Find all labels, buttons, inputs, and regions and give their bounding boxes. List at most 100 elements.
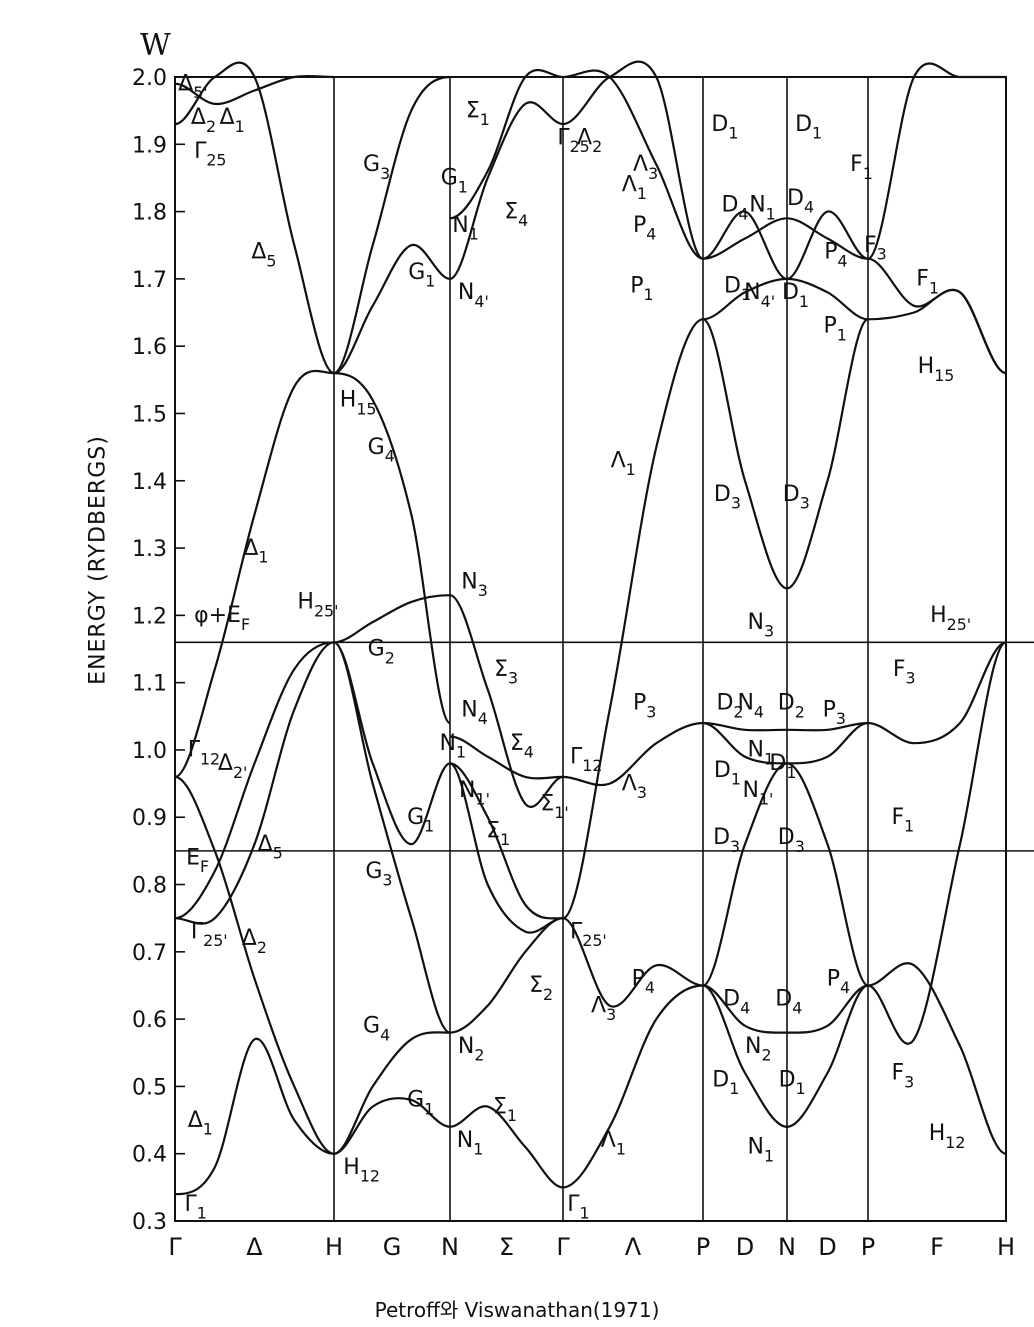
band-label: F3 xyxy=(893,657,916,688)
band-label: N1 xyxy=(452,213,479,244)
x-tick-label: H xyxy=(325,1233,343,1261)
band-label: Λ3 xyxy=(591,993,616,1024)
band-label: Λ1 xyxy=(611,448,636,479)
band-label: Λ1 xyxy=(622,172,647,203)
y-tick-label: 1.6 xyxy=(132,335,167,360)
band-label: Δ5 xyxy=(251,240,276,271)
band-curve xyxy=(867,641,1007,745)
band-label: Γ25' xyxy=(570,919,607,950)
y-tick-label: 0.9 xyxy=(132,806,167,831)
band-label: P3 xyxy=(823,697,846,728)
band-label: D1 xyxy=(795,112,822,143)
band-curve xyxy=(562,60,704,260)
band-label: Γ1 xyxy=(567,1192,589,1223)
y-tick-label: 1.8 xyxy=(132,201,167,226)
band-label: N4 xyxy=(461,697,488,728)
x-tick-label: Σ xyxy=(499,1233,514,1261)
band-label: G1 xyxy=(408,260,435,291)
band-curve xyxy=(786,984,869,1128)
y-tick-label: 1.1 xyxy=(132,672,167,697)
band-label: Σ1 xyxy=(466,98,490,129)
band-label: G4 xyxy=(368,435,395,466)
band-label: Δ2' xyxy=(218,751,247,782)
band-label: Δ5' xyxy=(178,71,207,102)
band-label: D3 xyxy=(778,825,805,856)
band-label: P4 xyxy=(632,966,655,997)
x-tick-label: Γ xyxy=(168,1233,182,1261)
band-curve xyxy=(702,217,788,260)
band-label: H15 xyxy=(340,388,377,419)
band-curve xyxy=(786,762,869,987)
band-label: EF xyxy=(186,845,209,876)
band-label: Λ2 xyxy=(577,125,602,156)
band-label: F3 xyxy=(864,233,887,264)
band-label: Σ4 xyxy=(504,199,528,230)
band-curve xyxy=(702,277,788,321)
plot-frame xyxy=(174,76,1007,1222)
band-curve xyxy=(174,641,335,925)
y-tick-label: 0.8 xyxy=(132,874,167,899)
band-label: D4 xyxy=(775,987,802,1018)
band-curve xyxy=(702,318,788,590)
x-tick-label: H xyxy=(997,1233,1015,1261)
band-label: G3 xyxy=(363,152,390,183)
band-label: G4 xyxy=(363,1014,390,1045)
band-label: F1 xyxy=(916,267,939,298)
band-curve xyxy=(449,917,564,1034)
band-curve xyxy=(786,277,869,321)
chart-title: W xyxy=(140,28,171,63)
band-curve xyxy=(174,1037,335,1196)
band-label: D1 xyxy=(712,1067,739,1098)
band-curve xyxy=(333,641,451,1034)
band-curve xyxy=(702,721,788,765)
band-label: Δ1 xyxy=(188,1108,213,1139)
band-curve xyxy=(333,372,452,725)
band-label: P4 xyxy=(827,966,850,997)
band-label: N1' xyxy=(742,778,773,809)
band-curve xyxy=(702,984,788,1034)
band-curve xyxy=(174,61,335,375)
y-axis-ticks: 2.0 1.9 1.8 1.7 1.6 1.5 1.4 1.3 1.2 1.1 1.0 0.9 0.8 0… xyxy=(132,66,185,1235)
y-tick-label: 1.9 xyxy=(132,133,167,158)
band-label: N1 xyxy=(748,1135,775,1166)
band-label: Γ12 xyxy=(570,744,602,775)
band-curve xyxy=(786,721,869,732)
band-label: Γ12 xyxy=(188,738,220,769)
band-label: Σ4 xyxy=(510,731,534,762)
band-label: Σ3 xyxy=(494,657,518,688)
band-curves xyxy=(174,60,1007,1196)
y-tick-label: 0.5 xyxy=(132,1075,167,1100)
band-label: N1' xyxy=(459,778,490,809)
y-tick-label: 1.0 xyxy=(132,739,167,764)
band-curve xyxy=(867,289,1007,375)
band-label: P4 xyxy=(824,240,847,271)
y-tick-label: 2.0 xyxy=(132,66,167,91)
band-label: H12 xyxy=(343,1155,380,1186)
x-tick-label: P xyxy=(861,1233,875,1261)
x-tick-label: F xyxy=(930,1233,944,1261)
band-curve xyxy=(174,74,335,106)
band-curve xyxy=(449,1105,564,1189)
x-tick-label: Λ xyxy=(625,1233,642,1261)
band-label: F1 xyxy=(891,805,914,836)
band-label: N1 xyxy=(748,738,775,769)
band-curve xyxy=(867,257,1007,375)
band-label: Σ2 xyxy=(529,973,553,1004)
band-label: D4 xyxy=(721,193,748,224)
x-tick-label: D xyxy=(818,1233,836,1261)
band-label: Δ2 xyxy=(191,105,216,136)
band-curve xyxy=(562,721,704,787)
band-curve xyxy=(449,762,564,934)
band-label: G2 xyxy=(368,637,395,668)
band-curve xyxy=(786,721,869,765)
band-label: D4 xyxy=(787,186,814,217)
band-label: D1 xyxy=(724,273,751,304)
band-curve xyxy=(867,641,1007,1045)
band-curve xyxy=(333,1097,451,1155)
plot-border xyxy=(174,76,1007,1222)
band-label: Σ1 xyxy=(493,1094,517,1125)
band-curve xyxy=(867,962,1007,1155)
x-tick-label: N xyxy=(778,1233,796,1261)
